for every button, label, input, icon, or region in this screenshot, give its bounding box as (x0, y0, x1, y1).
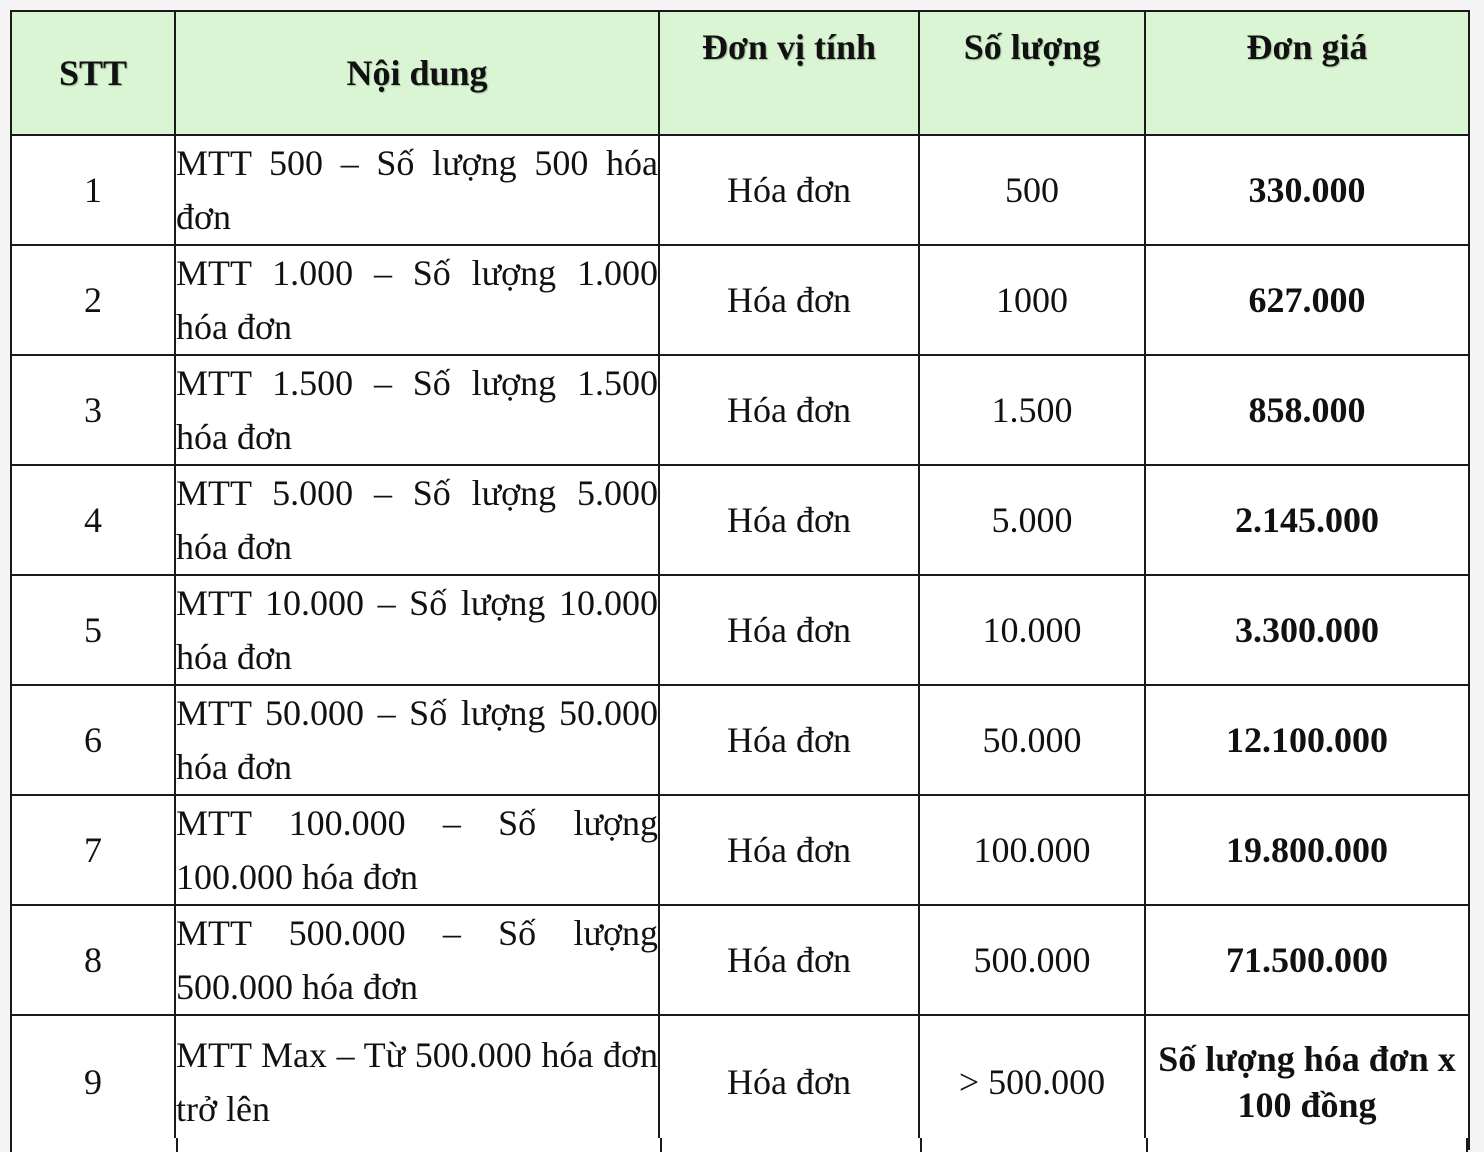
table-continuation (10, 1138, 1468, 1152)
column-divider (176, 1138, 178, 1152)
cell-price: 2.145.000 (1144, 464, 1470, 576)
cell-price: 858.000 (1144, 354, 1470, 466)
cell-price: Số lượng hóa đơn x 100 đồng (1144, 1014, 1470, 1150)
table-row: 6 MTT 50.000 – Số lượng 50.000 hóa đơn H… (10, 684, 1470, 796)
cell-content: MTT Max – Từ 500.000 hóa đơn trở lên (174, 1014, 660, 1150)
cell-stt: 6 (10, 684, 176, 796)
cell-stt: 7 (10, 794, 176, 906)
cell-unit: Hóa đơn (658, 904, 920, 1016)
column-divider (920, 1138, 922, 1152)
cell-unit: Hóa đơn (658, 1014, 920, 1150)
cell-content: MTT 1.000 – Số lượng 1.000 hóa đơn (174, 244, 660, 356)
cell-quantity: 50.000 (918, 684, 1146, 796)
table-row: 8 MTT 500.000 – Số lượng 500.000 hóa đơn… (10, 904, 1470, 1016)
cell-stt: 1 (10, 134, 176, 246)
cell-quantity: 500.000 (918, 904, 1146, 1016)
cell-unit: Hóa đơn (658, 244, 920, 356)
cell-content: MTT 500 – Số lượng 500 hóa đơn (174, 134, 660, 246)
cell-content: MTT 5.000 – Số lượng 5.000 hóa đơn (174, 464, 660, 576)
cell-stt: 9 (10, 1014, 176, 1150)
table-row: 5 MTT 10.000 – Số lượng 10.000 hóa đơn H… (10, 574, 1470, 686)
table-row: 2 MTT 1.000 – Số lượng 1.000 hóa đơn Hóa… (10, 244, 1470, 356)
header-row: STT Nội dung Đơn vị tính Số lượng Đơn gi… (10, 10, 1470, 136)
cell-quantity: 10.000 (918, 574, 1146, 686)
cell-quantity: 1.500 (918, 354, 1146, 466)
cell-content: MTT 50.000 – Số lượng 50.000 hóa đơn (174, 684, 660, 796)
cell-quantity: > 500.000 (918, 1014, 1146, 1150)
cell-unit: Hóa đơn (658, 134, 920, 246)
header-unit: Đơn vị tính (658, 10, 920, 136)
cell-stt: 2 (10, 244, 176, 356)
cell-stt: 4 (10, 464, 176, 576)
header-content: Nội dung (174, 10, 660, 136)
cell-quantity: 500 (918, 134, 1146, 246)
cell-stt: 5 (10, 574, 176, 686)
table-row: 1 MTT 500 – Số lượng 500 hóa đơn Hóa đơn… (10, 134, 1470, 246)
cell-unit: Hóa đơn (658, 464, 920, 576)
table-row: 3 MTT 1.500 – Số lượng 1.500 hóa đơn Hóa… (10, 354, 1470, 466)
column-divider (1146, 1138, 1148, 1152)
header-price: Đơn giá (1144, 10, 1470, 136)
cell-price: 3.300.000 (1144, 574, 1470, 686)
cell-price: 627.000 (1144, 244, 1470, 356)
cell-quantity: 100.000 (918, 794, 1146, 906)
cell-content: MTT 500.000 – Số lượng 500.000 hóa đơn (174, 904, 660, 1016)
cell-content: MTT 10.000 – Số lượng 10.000 hóa đơn (174, 574, 660, 686)
cell-quantity: 1000 (918, 244, 1146, 356)
cell-content: MTT 100.000 – Số lượng 100.000 hóa đơn (174, 794, 660, 906)
cell-price: 19.800.000 (1144, 794, 1470, 906)
price-table: STT Nội dung Đơn vị tính Số lượng Đơn gi… (10, 10, 1470, 1150)
cell-price: 330.000 (1144, 134, 1470, 246)
cell-price: 12.100.000 (1144, 684, 1470, 796)
column-divider (660, 1138, 662, 1152)
cell-unit: Hóa đơn (658, 354, 920, 466)
cell-price: 71.500.000 (1144, 904, 1470, 1016)
cell-unit: Hóa đơn (658, 794, 920, 906)
cell-unit: Hóa đơn (658, 574, 920, 686)
cell-stt: 3 (10, 354, 176, 466)
cell-content: MTT 1.500 – Số lượng 1.500 hóa đơn (174, 354, 660, 466)
table-row: 7 MTT 100.000 – Số lượng 100.000 hóa đơn… (10, 794, 1470, 906)
cell-stt: 8 (10, 904, 176, 1016)
header-stt: STT (10, 10, 176, 136)
header-quantity: Số lượng (918, 10, 1146, 136)
table-row: 4 MTT 5.000 – Số lượng 5.000 hóa đơn Hóa… (10, 464, 1470, 576)
cell-quantity: 5.000 (918, 464, 1146, 576)
cell-unit: Hóa đơn (658, 684, 920, 796)
table-row: 9 MTT Max – Từ 500.000 hóa đơn trở lên H… (10, 1014, 1470, 1150)
